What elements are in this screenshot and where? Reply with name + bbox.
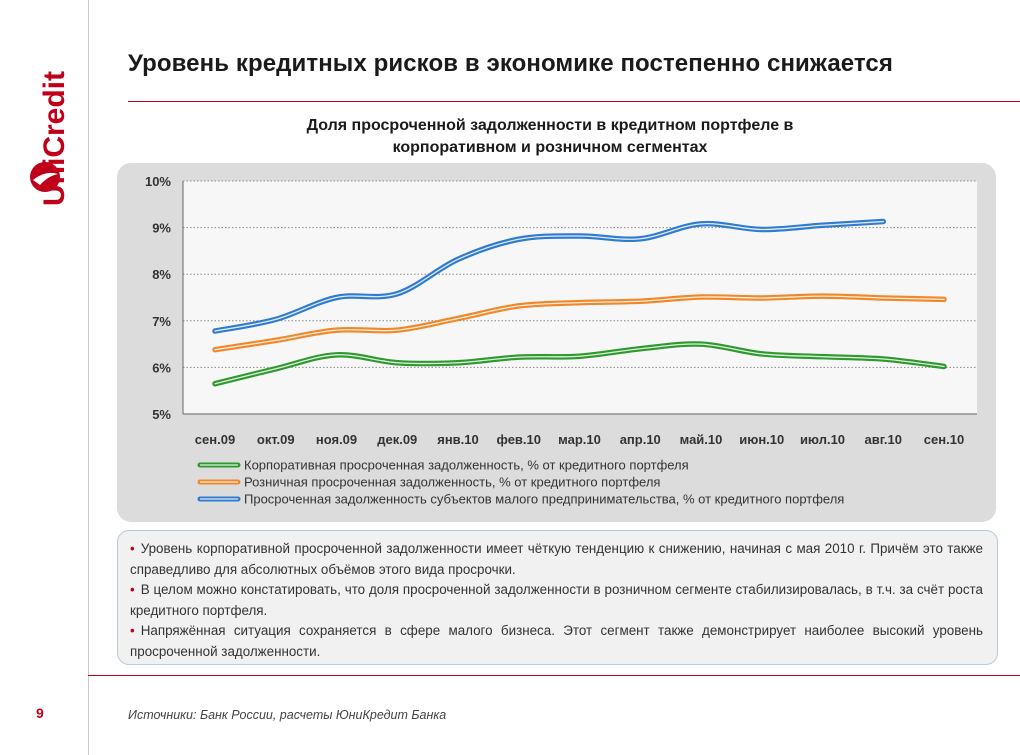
y-tick-label: 7% <box>152 314 171 329</box>
y-tick-label: 8% <box>152 267 171 282</box>
title-rule <box>128 101 1020 102</box>
x-tick-label: сен.10 <box>924 432 964 447</box>
x-tick-label: окт.09 <box>257 432 295 447</box>
y-tick-label: 5% <box>152 407 171 422</box>
brand-emblem-icon <box>30 162 60 192</box>
bullet-icon: • <box>130 541 135 556</box>
chart-title-line: корпоративном и розничном сегментах <box>392 139 708 156</box>
x-tick-label: мар.10 <box>558 432 601 447</box>
y-tick-label: 10% <box>145 174 171 189</box>
y-tick-label: 9% <box>152 221 171 236</box>
series-line-highlight <box>214 343 945 385</box>
series-line-highlight <box>214 295 945 351</box>
legend-label: Просроченная задолженность субъектов мал… <box>244 492 844 507</box>
legend-label: Корпоративная просроченная задолженность… <box>244 458 689 473</box>
page-number: 9 <box>36 705 44 721</box>
note-item: • В целом можно констатировать, что доля … <box>130 580 983 621</box>
sources-note: Источники: Банк России, расчеты ЮниКреди… <box>128 708 447 722</box>
legend-label: Розничная просроченная задолженность, % … <box>244 475 660 490</box>
chart-title: Доля просроченной задолженности в кредит… <box>230 115 870 159</box>
note-text: Напряжённая ситуация сохраняется в сфере… <box>130 623 983 659</box>
x-tick-label: фев.10 <box>497 432 542 447</box>
page-title: Уровень кредитных рисков в экономике пос… <box>128 50 893 77</box>
note-text: В целом можно констатировать, что доля п… <box>130 582 983 618</box>
x-tick-label: сен.09 <box>195 432 235 447</box>
x-tick-label: дек.09 <box>377 432 417 447</box>
x-tick-label: июн.10 <box>739 432 784 447</box>
note-item: • Уровень корпоративной просроченной задо… <box>130 539 983 580</box>
sidebar-divider <box>88 0 89 755</box>
notes-box: • Уровень корпоративной просроченной задо… <box>117 530 998 665</box>
y-tick-label: 6% <box>152 360 171 375</box>
x-tick-label: июл.10 <box>800 432 845 447</box>
note-text: Уровень корпоративной просроченной задол… <box>130 541 983 577</box>
x-tick-label: янв.10 <box>437 432 479 447</box>
chart-title-line: Доля просроченной задолженности в кредит… <box>306 117 794 134</box>
x-tick-label: май.10 <box>680 432 723 447</box>
footer-rule <box>88 675 1020 676</box>
x-tick-label: апр.10 <box>620 432 661 447</box>
bullet-icon: • <box>130 582 135 597</box>
note-item: • Напряжённая ситуация сохраняется в сфер… <box>130 621 983 662</box>
series-line-highlight <box>214 220 884 332</box>
x-tick-label: авг.10 <box>865 432 902 447</box>
bullet-icon: • <box>130 623 135 638</box>
x-tick-label: ноя.09 <box>316 432 357 447</box>
line-chart: 5% 6% 7% 8% 9% 10% сен.09 окт.09 ноя.09 дек.09 янв… <box>145 174 977 507</box>
